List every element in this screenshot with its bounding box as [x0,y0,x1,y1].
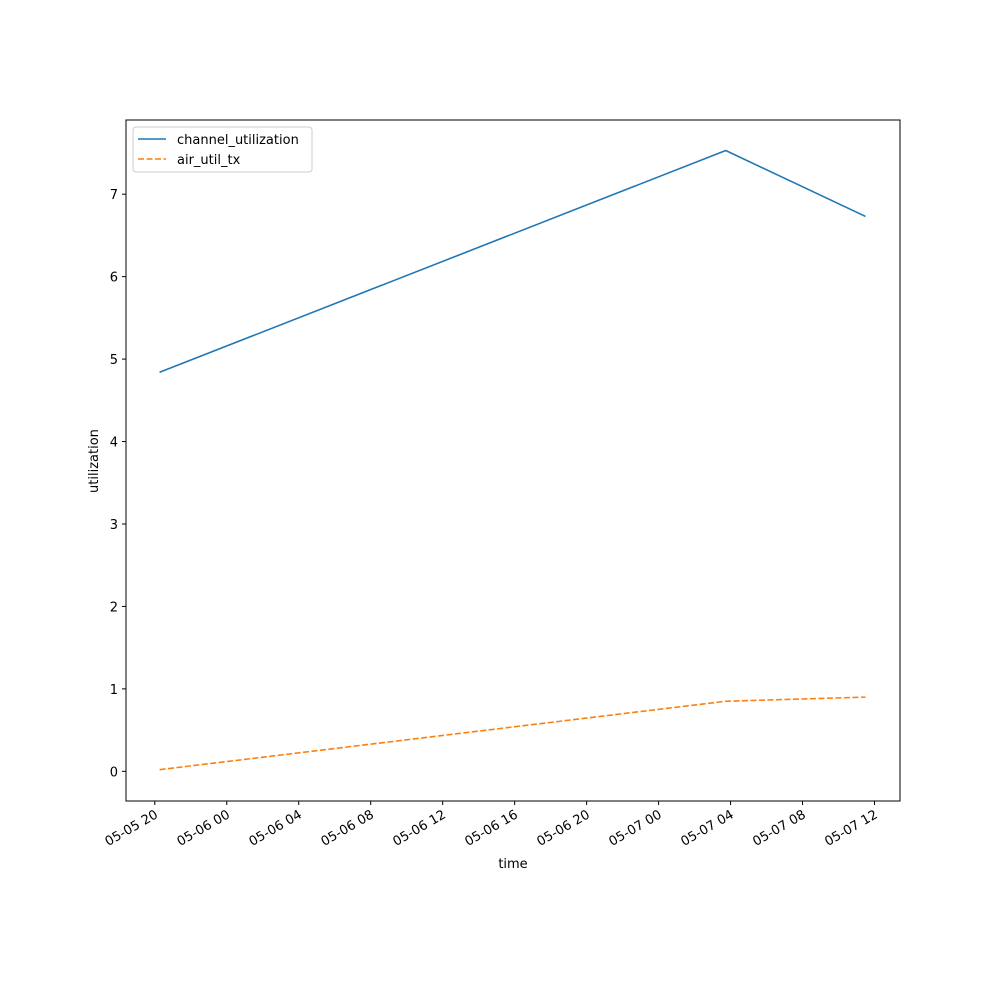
x-tick-label: 05-07 08 [750,807,808,849]
y-tick-label: 6 [110,271,118,286]
series-line [159,149,866,374]
y-tick-label: 0 [110,765,118,780]
x-tick-label: 05-06 12 [391,807,449,849]
y-axis-label: utilization [87,429,102,493]
y-tick-label: 7 [110,188,118,203]
x-tick-label: 05-07 12 [822,807,880,849]
x-tick-label: 05-07 00 [606,807,664,849]
x-axis-label: time [498,857,527,872]
x-tick-label: 05-06 00 [175,807,233,849]
x-tick-label: 05-06 20 [534,807,592,849]
x-tick-label: 05-06 16 [463,807,521,849]
y-tick-label: 3 [110,518,118,533]
y-tick-label: 2 [110,600,118,615]
x-tick-label: 05-07 04 [678,807,736,849]
series-line [159,696,866,771]
y-tick-label: 5 [110,353,118,368]
plot-frame [125,119,901,802]
x-tick-label: 05-06 08 [319,807,377,849]
legend-label: channel_utilization [177,133,299,148]
legend-box [132,126,313,173]
y-tick-label: 4 [110,436,118,451]
x-tick-label: 05-06 04 [247,807,305,849]
legend-label: air_util_tx [177,153,241,168]
x-tick-label: 05-05 20 [103,807,161,849]
y-tick-label: 1 [110,683,118,698]
